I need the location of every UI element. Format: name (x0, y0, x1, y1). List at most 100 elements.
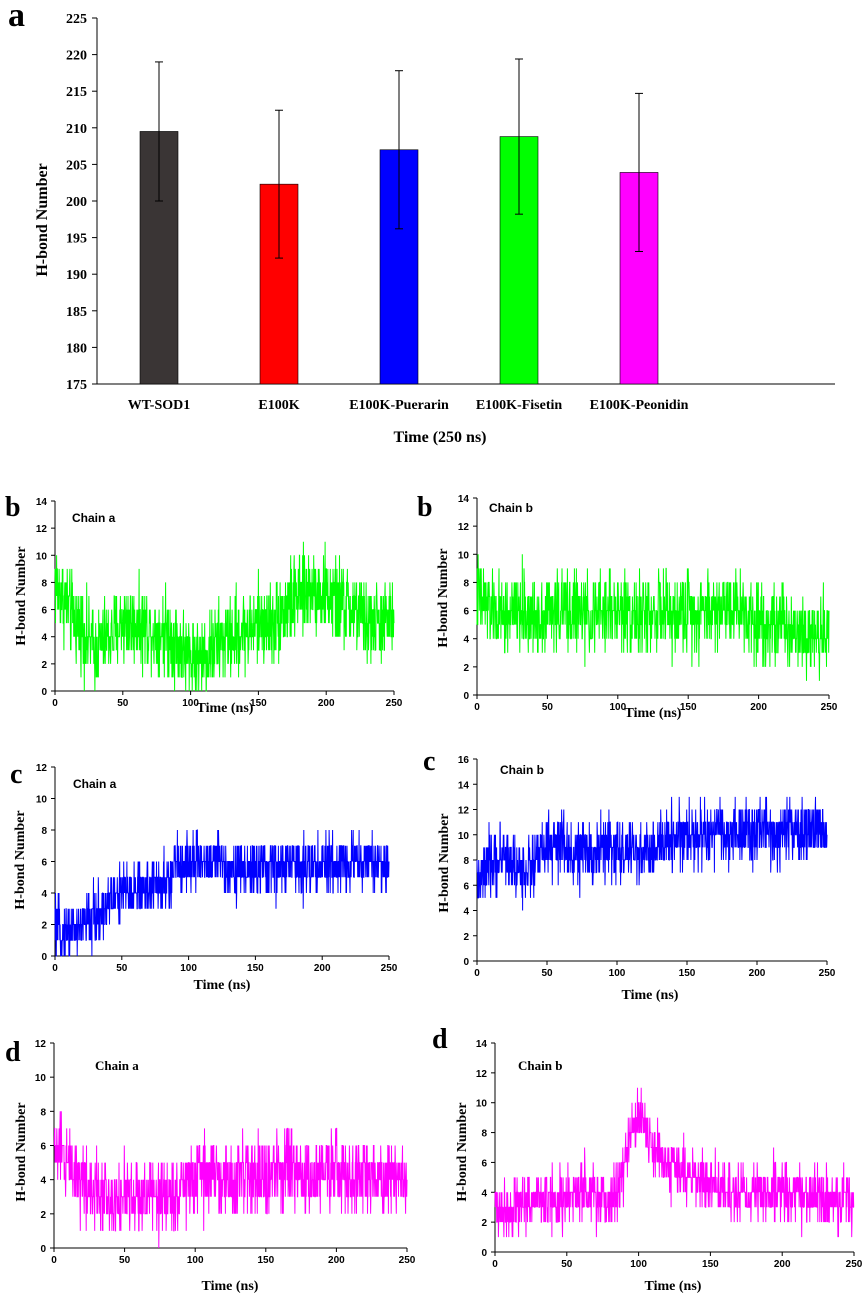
x-tick-label: 150 (702, 1259, 719, 1270)
y-tick-label: 10 (36, 795, 48, 806)
x-tick-label: 100 (630, 1259, 647, 1270)
x-tick-label: 150 (250, 698, 267, 709)
y-tick-label: 8 (463, 856, 469, 867)
chain-label: Chain a (95, 1058, 139, 1073)
x-tick-label: 150 (257, 1255, 274, 1266)
x-tick-label: 0 (52, 698, 58, 709)
y-tick-label: 225 (66, 12, 87, 27)
y-tick-label: 6 (463, 607, 469, 618)
chain-label: Chain b (518, 1058, 562, 1073)
x-axis-label: Time (ns) (622, 988, 679, 1003)
x-tick-label: 250 (399, 1255, 416, 1266)
y-tick-label: 0 (463, 691, 469, 702)
x-tick-label: 250 (821, 702, 838, 713)
chart-c-chain-a: Chain a Time (ns) H-bond Number 0 2 4 6 8 10 1… (13, 763, 398, 993)
x-tick-label: 200 (318, 698, 335, 709)
y-tick-label: 14 (36, 497, 48, 508)
y-tick-label: 220 (66, 49, 87, 64)
y-tick-label: 4 (41, 633, 47, 644)
chain-label: Chain b (489, 501, 533, 515)
y-tick-label: 210 (66, 122, 87, 137)
y-tick-label: 4 (40, 1176, 46, 1187)
chart-d-chain-b: Chain b Time (ns) H-bond Number 0 2 4 6 8 10 1… (455, 1039, 863, 1294)
y-axis-label: H-bond Number (437, 813, 452, 912)
y-tick-label: 205 (66, 158, 87, 173)
y-tick-label: 8 (40, 1107, 46, 1118)
y-tick-label: 215 (66, 85, 87, 100)
y-axis-label: H-bond Number (34, 163, 51, 276)
x-tick-label: 250 (381, 963, 398, 974)
x-tick-label: 100 (187, 1255, 204, 1266)
y-tick-label: 12 (35, 1039, 47, 1050)
chart-b-chain-a: Chain a Time (ns) H-bond Number 0 2 4 6 8 10 1… (14, 497, 403, 716)
panel-letter: a (8, 0, 25, 34)
x-tick-label: 100 (609, 702, 626, 713)
x-tick-label: 200 (314, 963, 331, 974)
x-axis-label: Time (ns) (197, 701, 254, 716)
panel-letter: d (5, 1037, 21, 1068)
x-tick-label: 50 (561, 1259, 573, 1270)
x-tick-label: 250 (386, 698, 403, 709)
y-axis-label: H-bond Number (455, 1102, 470, 1201)
y-tick-label: 16 (458, 755, 470, 766)
y-axis-label: H-bond Number (14, 1102, 29, 1201)
x-tick-label: 50 (541, 968, 553, 979)
chart-b-chain-b: Chain b Time (ns) H-bond Number 0 2 4 6 8 10 1… (436, 494, 838, 721)
x-tick-label: 0 (492, 1259, 498, 1270)
x-axis-label: Time (ns) (645, 1279, 702, 1294)
panel-letter: b (417, 492, 433, 523)
x-tick-label: E100K (258, 398, 299, 413)
x-tick-label: 0 (51, 1255, 57, 1266)
y-tick-label: 8 (463, 578, 469, 589)
y-tick-label: 175 (66, 378, 87, 393)
y-tick-label: 8 (41, 826, 47, 837)
x-tick-label: E100K-Fisetin (476, 398, 563, 413)
y-tick-label: 6 (40, 1142, 46, 1153)
y-tick-label: 12 (458, 522, 470, 533)
y-tick-label: 2 (41, 660, 47, 671)
y-tick-label: 195 (66, 232, 87, 247)
data-series-line (476, 554, 830, 681)
panel-letter: d (432, 1024, 448, 1055)
x-axis-label: Time (ns) (202, 1279, 259, 1294)
x-tick-label: 200 (749, 968, 766, 979)
y-tick-label: 0 (41, 952, 47, 963)
x-axis-label: Time (ns) (194, 978, 251, 993)
y-axis-label: H-bond Number (436, 548, 451, 647)
y-tick-label: 10 (476, 1099, 488, 1110)
x-axis-label: Time (250 ns) (393, 429, 486, 446)
y-tick-label: 10 (458, 831, 470, 842)
y-tick-label: 6 (41, 606, 47, 617)
y-tick-label: 0 (41, 687, 47, 698)
x-axis-label: Time (ns) (625, 706, 682, 721)
y-tick-label: 2 (481, 1218, 487, 1229)
y-tick-label: 10 (36, 551, 48, 562)
y-tick-label: 185 (66, 305, 87, 320)
y-tick-label: 12 (458, 806, 470, 817)
panel-letter: c (423, 746, 435, 777)
y-tick-label: 2 (41, 921, 47, 932)
x-tick-label: E100K-Peonidin (590, 398, 689, 413)
x-tick-label: 150 (679, 968, 696, 979)
panel-letter: c (10, 759, 22, 790)
y-tick-label: 0 (463, 957, 469, 968)
x-tick-label: 100 (182, 698, 199, 709)
chain-label: Chain b (500, 763, 544, 777)
y-tick-label: 0 (40, 1244, 46, 1255)
y-tick-label: 2 (463, 932, 469, 943)
chain-label: Chain a (73, 777, 117, 791)
y-tick-label: 2 (40, 1210, 46, 1221)
x-tick-label: 200 (774, 1259, 791, 1270)
x-tick-label: 0 (474, 968, 480, 979)
x-tick-label: 100 (180, 963, 197, 974)
x-tick-label: 50 (117, 698, 129, 709)
y-tick-label: 6 (481, 1158, 487, 1169)
y-tick-label: 6 (41, 858, 47, 869)
x-tick-label: 50 (542, 702, 554, 713)
y-tick-label: 4 (463, 907, 469, 918)
x-tick-label: E100K-Puerarin (349, 398, 449, 413)
y-tick-label: 14 (476, 1039, 488, 1050)
y-tick-label: 4 (463, 635, 469, 646)
y-tick-label: 2 (463, 663, 469, 674)
